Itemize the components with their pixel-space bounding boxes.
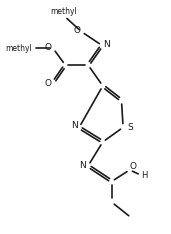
Text: methyl: methyl xyxy=(5,44,32,53)
Text: N: N xyxy=(80,161,86,170)
Text: O: O xyxy=(45,79,52,88)
Text: N: N xyxy=(71,121,78,130)
Text: O: O xyxy=(45,43,52,52)
Text: O: O xyxy=(73,26,80,35)
Text: methyl: methyl xyxy=(50,7,77,16)
Text: O: O xyxy=(129,162,136,171)
Text: S: S xyxy=(127,123,133,132)
Text: H: H xyxy=(141,171,147,180)
Text: N: N xyxy=(103,40,110,49)
